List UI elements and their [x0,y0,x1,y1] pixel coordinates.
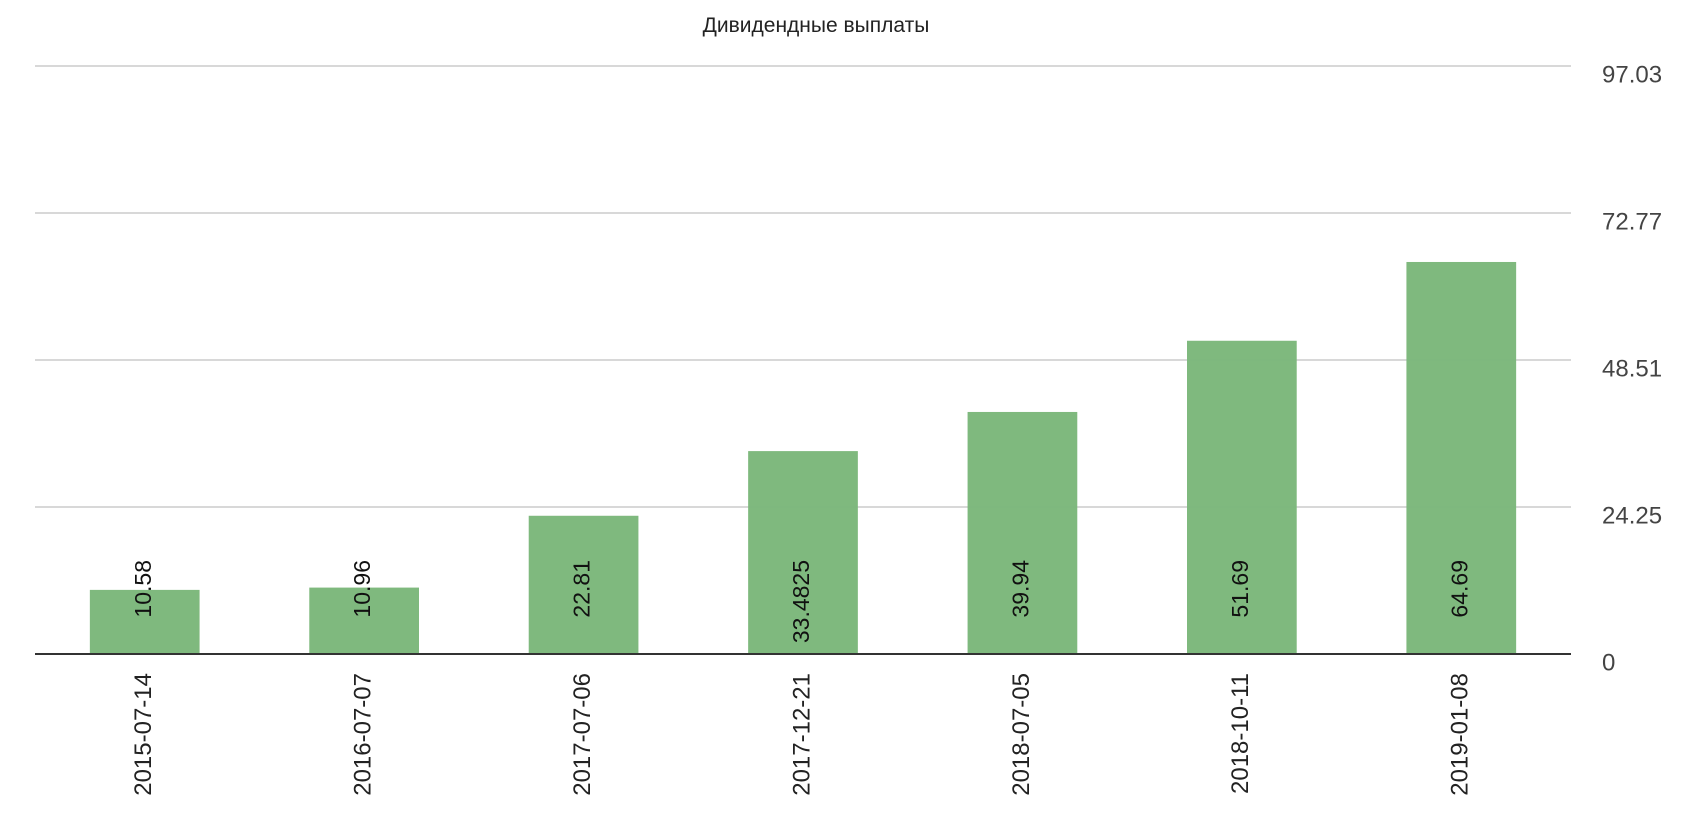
bar [748,451,858,654]
x-tick-label: 2016-07-07 [349,673,376,796]
value-label: 51.69 [1227,560,1253,618]
y-tick-label: 97.03 [1602,61,1662,88]
x-tick-label: 2018-10-11 [1227,673,1254,794]
y-tick-label: 72.77 [1602,208,1662,235]
value-label: 33.4825 [788,560,814,643]
value-label: 39.94 [1008,560,1034,618]
x-tick-label: 2017-07-06 [569,673,596,796]
value-label: 64.69 [1446,560,1472,618]
bar [309,587,419,654]
bar [89,589,200,654]
y-tick-label: 0 [1602,649,1615,676]
bar [1187,340,1297,654]
bar [967,411,1078,654]
bar [528,515,639,654]
x-tick-label: 2019-01-08 [1447,673,1474,796]
chart-title: Дивидендные выплаты [703,14,930,37]
x-tick-label: 2018-07-05 [1008,673,1035,796]
value-label: 10.58 [130,560,156,618]
y-tick-label: 48.51 [1602,355,1662,382]
y-tick-label: 24.25 [1602,502,1662,529]
x-tick-label: 2017-12-21 [788,673,815,796]
value-label: 22.81 [569,560,595,618]
bar [1406,261,1517,654]
value-label: 10.96 [349,560,375,618]
x-tick-label: 2015-07-14 [130,673,157,796]
